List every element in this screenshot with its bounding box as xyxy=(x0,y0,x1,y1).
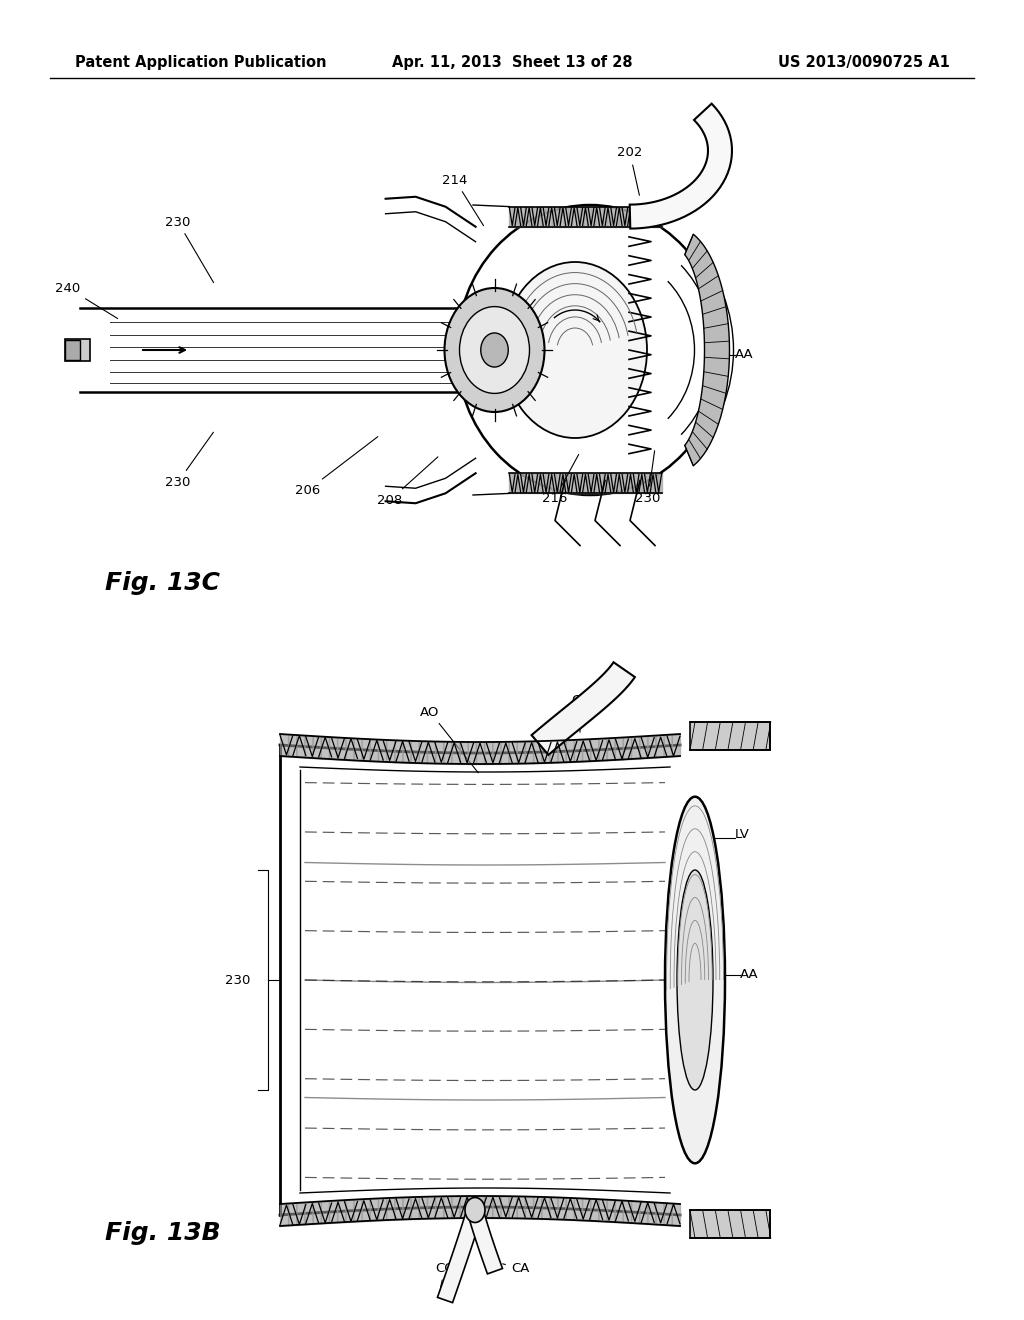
Text: CO: CO xyxy=(435,1262,455,1287)
Ellipse shape xyxy=(460,306,529,393)
Ellipse shape xyxy=(503,261,647,438)
Ellipse shape xyxy=(665,797,725,1163)
Text: 230: 230 xyxy=(635,450,660,504)
Text: CA: CA xyxy=(503,1262,529,1275)
Ellipse shape xyxy=(457,205,723,495)
Text: 240: 240 xyxy=(55,281,118,318)
Text: 230: 230 xyxy=(165,215,214,282)
Ellipse shape xyxy=(444,288,545,412)
Text: AA: AA xyxy=(735,348,754,362)
Ellipse shape xyxy=(465,1197,485,1222)
Text: AA: AA xyxy=(740,969,759,982)
Ellipse shape xyxy=(480,333,508,367)
Text: AO: AO xyxy=(420,705,478,772)
Bar xyxy=(65,341,80,360)
Text: 206: 206 xyxy=(295,437,378,496)
Text: 202: 202 xyxy=(617,147,643,195)
Polygon shape xyxy=(685,234,729,466)
Text: Patent Application Publication: Patent Application Publication xyxy=(75,54,327,70)
Text: Apr. 11, 2013  Sheet 13 of 28: Apr. 11, 2013 Sheet 13 of 28 xyxy=(392,54,632,70)
Text: 214: 214 xyxy=(442,173,483,226)
Text: 230: 230 xyxy=(224,974,250,986)
Text: CA: CA xyxy=(570,693,589,733)
Bar xyxy=(65,339,90,360)
Text: 208: 208 xyxy=(378,457,438,507)
Polygon shape xyxy=(531,663,635,755)
Text: 230: 230 xyxy=(165,432,213,488)
Polygon shape xyxy=(690,1210,770,1238)
Ellipse shape xyxy=(677,870,713,1090)
Text: 216: 216 xyxy=(543,454,579,504)
Text: Fig. 13C: Fig. 13C xyxy=(105,572,220,595)
Polygon shape xyxy=(437,1208,482,1303)
Text: Fig. 13B: Fig. 13B xyxy=(105,1221,220,1245)
Text: US 2013/0090725 A1: US 2013/0090725 A1 xyxy=(778,54,950,70)
Polygon shape xyxy=(630,104,732,228)
Polygon shape xyxy=(690,722,770,750)
Polygon shape xyxy=(467,1208,503,1274)
Text: LV: LV xyxy=(735,829,750,842)
